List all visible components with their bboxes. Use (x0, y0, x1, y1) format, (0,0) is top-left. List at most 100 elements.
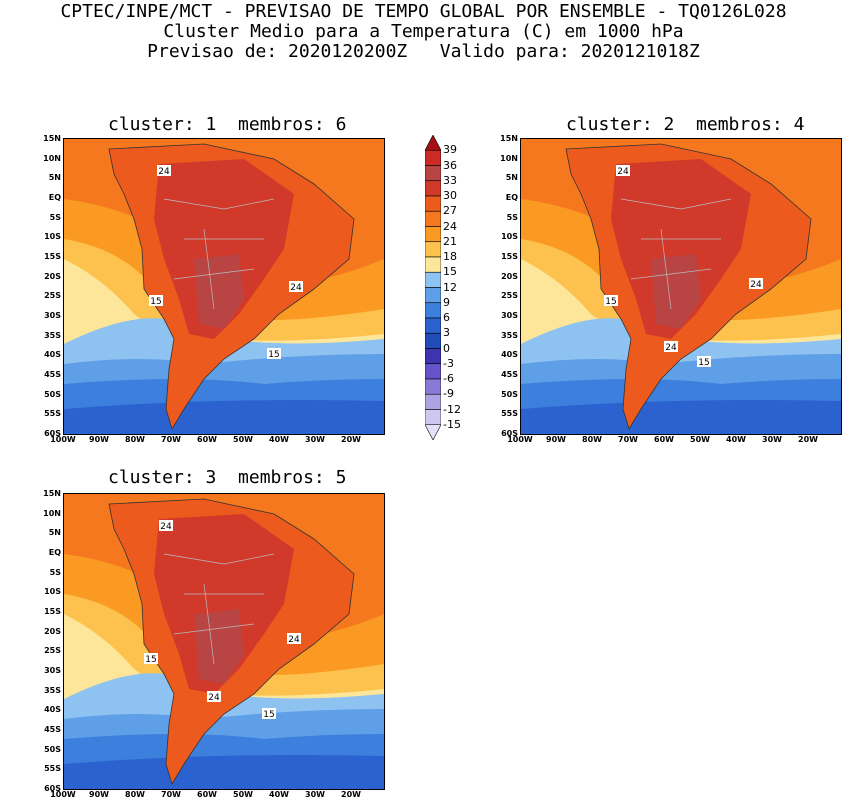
contour-label: 24 (289, 281, 303, 293)
hot-region-33 (194, 609, 244, 684)
colorbar-label: 30 (443, 189, 457, 202)
colorbar-swatch (425, 210, 441, 227)
lon-tick-label: 60W (197, 435, 217, 444)
lon-tick-label: 90W (89, 790, 109, 799)
lon-tick-label: 90W (546, 435, 566, 444)
contour-label: 24 (664, 341, 678, 353)
temperature-map-3: 24 24 15 24 15 (64, 494, 384, 789)
svg-text:24: 24 (158, 167, 170, 177)
svg-text:24: 24 (750, 280, 762, 290)
colorbar-label: -6 (443, 372, 454, 385)
lat-tick-label: 10S (501, 232, 518, 242)
lat-tick-label: 50S (44, 744, 61, 754)
colorbar-label: 12 (443, 280, 457, 294)
map-panel-cluster-3: 24 24 15 24 15 (63, 493, 385, 790)
contour-label: 24 (207, 691, 221, 703)
lon-tick-label: 50W (233, 435, 253, 444)
map-panel-cluster-1: 24 24 15 15 (63, 138, 385, 435)
lat-tick-label: 55S (44, 409, 61, 419)
country-borders (620, 198, 732, 310)
hot-region-30 (611, 159, 751, 339)
lat-tick-label: 35S (44, 330, 61, 340)
lat-tick-label: 55S (44, 764, 61, 774)
country-borders (163, 198, 275, 310)
lat-tick-label: 5S (49, 212, 61, 222)
colorbar-label: 39 (443, 143, 457, 157)
lat-tick-label: 60S (44, 784, 61, 793)
lon-tick-label: 20W (341, 790, 361, 799)
lat-tick-label: EQ (48, 193, 61, 202)
lat-tick-label: 25S (501, 291, 518, 301)
lat-tick-label: 5S (506, 212, 518, 222)
lat-tick-label: 35S (44, 685, 61, 695)
lon-tick-label: 70W (161, 435, 181, 444)
lat-tick-label: 10N (500, 153, 518, 163)
lat-tick-label: 25S (44, 291, 61, 301)
colorbar-swatch (425, 363, 441, 380)
lat-tick-label: 40S (501, 350, 518, 360)
lat-tick-label: 20S (501, 271, 518, 281)
lat-tick-label: 15N (43, 134, 61, 143)
colorbar-swatch (425, 256, 441, 273)
colorbar-label: 9 (443, 295, 450, 309)
hot-region-30 (154, 514, 294, 694)
panel-1-title: cluster: 1 membros: 6 (108, 114, 347, 135)
lat-tick-label: 10S (44, 587, 61, 597)
colorbar-label: 36 (443, 158, 457, 172)
lat-tick-label: 10S (44, 232, 61, 242)
contour-label: 24 (749, 278, 763, 290)
lat-tick-label: 60S (501, 429, 518, 438)
lat-tick-label: 5N (505, 173, 518, 183)
hot-region-30 (154, 159, 294, 339)
lat-tick-label: 20S (44, 271, 61, 281)
lat-tick-label: 30S (44, 311, 61, 320)
lon-tick-label: 80W (125, 790, 145, 799)
lat-tick-label: 50S (44, 389, 61, 399)
lat-tick-label: 45S (44, 725, 61, 734)
hot-region-33 (194, 254, 244, 329)
country-borders (163, 553, 275, 665)
svg-text:24: 24 (290, 283, 302, 293)
header-line-2: Cluster Medio para a Temperatura (C) em … (163, 21, 684, 42)
colorbar-label: -3 (443, 356, 454, 370)
contour-label: 24 (157, 165, 171, 177)
panel-3-title: cluster: 3 membros: 5 (108, 467, 347, 488)
lat-tick-label: 10N (43, 508, 61, 518)
svg-text:24: 24 (160, 522, 172, 532)
svg-text:24: 24 (288, 635, 300, 645)
colorbar-label: 15 (443, 265, 457, 279)
colorbar-label: -12 (443, 402, 461, 416)
lon-tick-label: 70W (161, 790, 181, 799)
svg-text:24: 24 (208, 693, 220, 703)
colorbar-swatch (425, 241, 441, 258)
svg-text:24: 24 (665, 343, 677, 353)
lat-tick-label: 60S (44, 429, 61, 438)
lat-tick-label: 40S (44, 350, 61, 360)
colorbar-label: -9 (443, 387, 454, 401)
lon-tick-label: 60W (197, 790, 217, 799)
map-panel-cluster-2: 24 24 15 24 15 (520, 138, 842, 435)
lat-tick-label: 5N (48, 173, 61, 183)
lon-tick-label: 100W (50, 435, 76, 444)
lon-tick-label: 30W (762, 435, 782, 444)
colorbar-swatch (425, 348, 441, 365)
colorbar-swatch (425, 378, 441, 395)
lat-tick-label: 20S (44, 626, 61, 636)
colorbar-swatch (425, 332, 441, 349)
lat-tick-label: EQ (505, 193, 518, 202)
colorbar-label: 18 (443, 250, 457, 263)
lon-tick-label: 90W (89, 435, 109, 444)
lon-tick-label: 40W (269, 790, 289, 799)
lon-tick-label: 30W (305, 435, 325, 444)
lat-tick-label: 15S (44, 252, 61, 261)
lat-tick-label: 30S (44, 666, 61, 675)
temperature-map-2: 24 24 15 24 15 (521, 139, 841, 434)
panel-2-title: cluster: 2 membros: 4 (566, 114, 805, 135)
temperature-map-1: 24 24 15 15 (64, 139, 384, 434)
lon-tick-label: 100W (50, 790, 76, 799)
colorbar-swatch (425, 180, 441, 197)
colorbar-label: 0 (443, 341, 450, 355)
svg-text:15: 15 (263, 710, 274, 720)
svg-text:24: 24 (617, 167, 629, 177)
hot-region-33 (651, 254, 701, 329)
